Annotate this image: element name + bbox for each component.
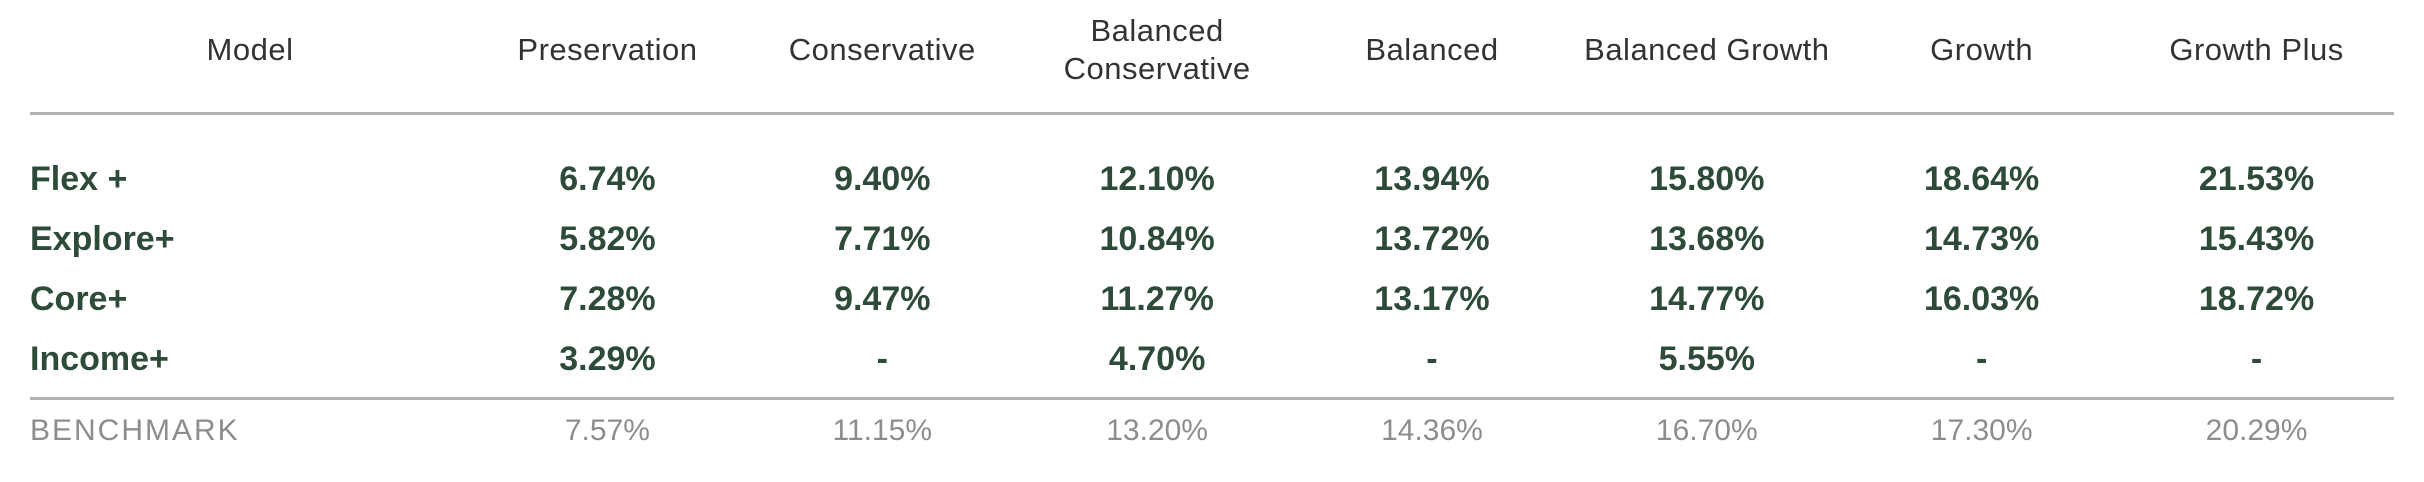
column-header-balanced-growth: Balanced Growth xyxy=(1569,0,1845,115)
cell-income-balanced: - xyxy=(1426,340,1438,378)
table-header: Model Preservation Conservative Balanced Co… xyxy=(30,0,2394,115)
table-row-core: Core+ 7.28% 9.47% 11.27% 13.17% 14.77% 16.03% 1… xyxy=(30,269,2394,329)
cell-income-conservative: - xyxy=(876,340,888,378)
cell-income-growth: - xyxy=(1975,340,1988,378)
column-header-growth: Growth xyxy=(1844,0,2120,115)
benchmark-row: BENCHMARK 7.57% 11.15% 13.20% 14.36% 16.70% 17… xyxy=(30,397,2394,459)
cell-core-balanced-growth: 14.77% xyxy=(1649,280,1765,318)
benchmark-cell-balanced-conservative: 13.20% xyxy=(1019,397,1295,459)
cell-core-growth: 16.03% xyxy=(1923,280,2040,318)
cell-flex-preservation: 6.74% xyxy=(559,160,656,198)
cell-flex-balanced: 13.94% xyxy=(1374,160,1490,198)
column-header-balanced-conservative: Balanced Conservative xyxy=(1019,0,1295,115)
returns-table: Model Preservation Conservative Balanced Co… xyxy=(30,0,2394,459)
table-row-explore: Explore+ 5.82% 7.71% 10.84% 13.72% 13.68% 14.7… xyxy=(30,209,2394,269)
row-label-explore: Explore+ xyxy=(30,220,175,258)
benchmark-cell-conservative: 11.15% xyxy=(744,397,1020,459)
cell-flex-growth: 18.64% xyxy=(1923,160,2040,198)
cell-income-preservation: 3.29% xyxy=(559,340,656,378)
column-header-growth-plus: Growth Plus xyxy=(2119,0,2394,115)
cell-income-growth-plus: - xyxy=(2250,340,2263,378)
cell-explore-conservative: 7.71% xyxy=(834,220,931,258)
benchmark-section: BENCHMARK 7.57% 11.15% 13.20% 14.36% 16.70% 17… xyxy=(30,397,2394,459)
column-header-preservation: Preservation xyxy=(470,0,745,115)
table-row-flex: Flex + 6.74% 9.40% 12.10% 13.94% 15.80% 18.64%… xyxy=(30,114,2394,210)
row-label-income: Income+ xyxy=(30,340,169,378)
column-header-model: Model xyxy=(30,0,470,115)
benchmark-cell-balanced-growth: 16.70% xyxy=(1569,397,1845,459)
cell-explore-preservation: 5.82% xyxy=(559,220,656,258)
cell-flex-conservative: 9.40% xyxy=(834,160,931,198)
column-header-balanced: Balanced xyxy=(1294,0,1570,115)
benchmark-cell-growth-plus: 20.29% xyxy=(2119,397,2394,459)
cell-core-balanced: 13.17% xyxy=(1374,280,1490,318)
table-body: Flex + 6.74% 9.40% 12.10% 13.94% 15.80% 18.64%… xyxy=(30,114,2394,399)
cell-income-balanced-conservative: 4.70% xyxy=(1108,340,1206,378)
cell-explore-balanced-growth: 13.68% xyxy=(1649,220,1765,258)
row-label-core: Core+ xyxy=(30,280,128,318)
cell-core-preservation: 7.28% xyxy=(559,280,656,318)
cell-explore-growth: 14.73% xyxy=(1923,220,2040,258)
benchmark-cell-balanced: 14.36% xyxy=(1294,397,1570,459)
cell-core-growth-plus: 18.72% xyxy=(2198,280,2315,318)
benchmark-cell-preservation: 7.57% xyxy=(470,397,745,459)
cell-flex-balanced-growth: 15.80% xyxy=(1649,160,1765,198)
cell-core-conservative: 9.47% xyxy=(834,280,931,318)
cell-flex-balanced-conservative: 12.10% xyxy=(1099,160,1215,198)
table-row-income: Income+ 3.29% - 4.70% - 5.55% - - xyxy=(30,329,2394,399)
benchmark-label: BENCHMARK xyxy=(30,397,470,459)
cell-explore-growth-plus: 15.43% xyxy=(2198,220,2315,258)
row-label-flex: Flex + xyxy=(30,160,128,198)
cell-flex-growth-plus: 21.53% xyxy=(2198,160,2315,198)
column-header-conservative: Conservative xyxy=(744,0,1020,115)
header-row: Model Preservation Conservative Balanced Co… xyxy=(30,0,2394,115)
cell-income-balanced-growth: 5.55% xyxy=(1658,340,1755,378)
cell-explore-balanced: 13.72% xyxy=(1374,220,1490,258)
benchmark-cell-growth: 17.30% xyxy=(1844,397,2120,459)
cell-explore-balanced-conservative: 10.84% xyxy=(1099,220,1215,258)
cell-core-balanced-conservative: 11.27% xyxy=(1100,280,1214,318)
